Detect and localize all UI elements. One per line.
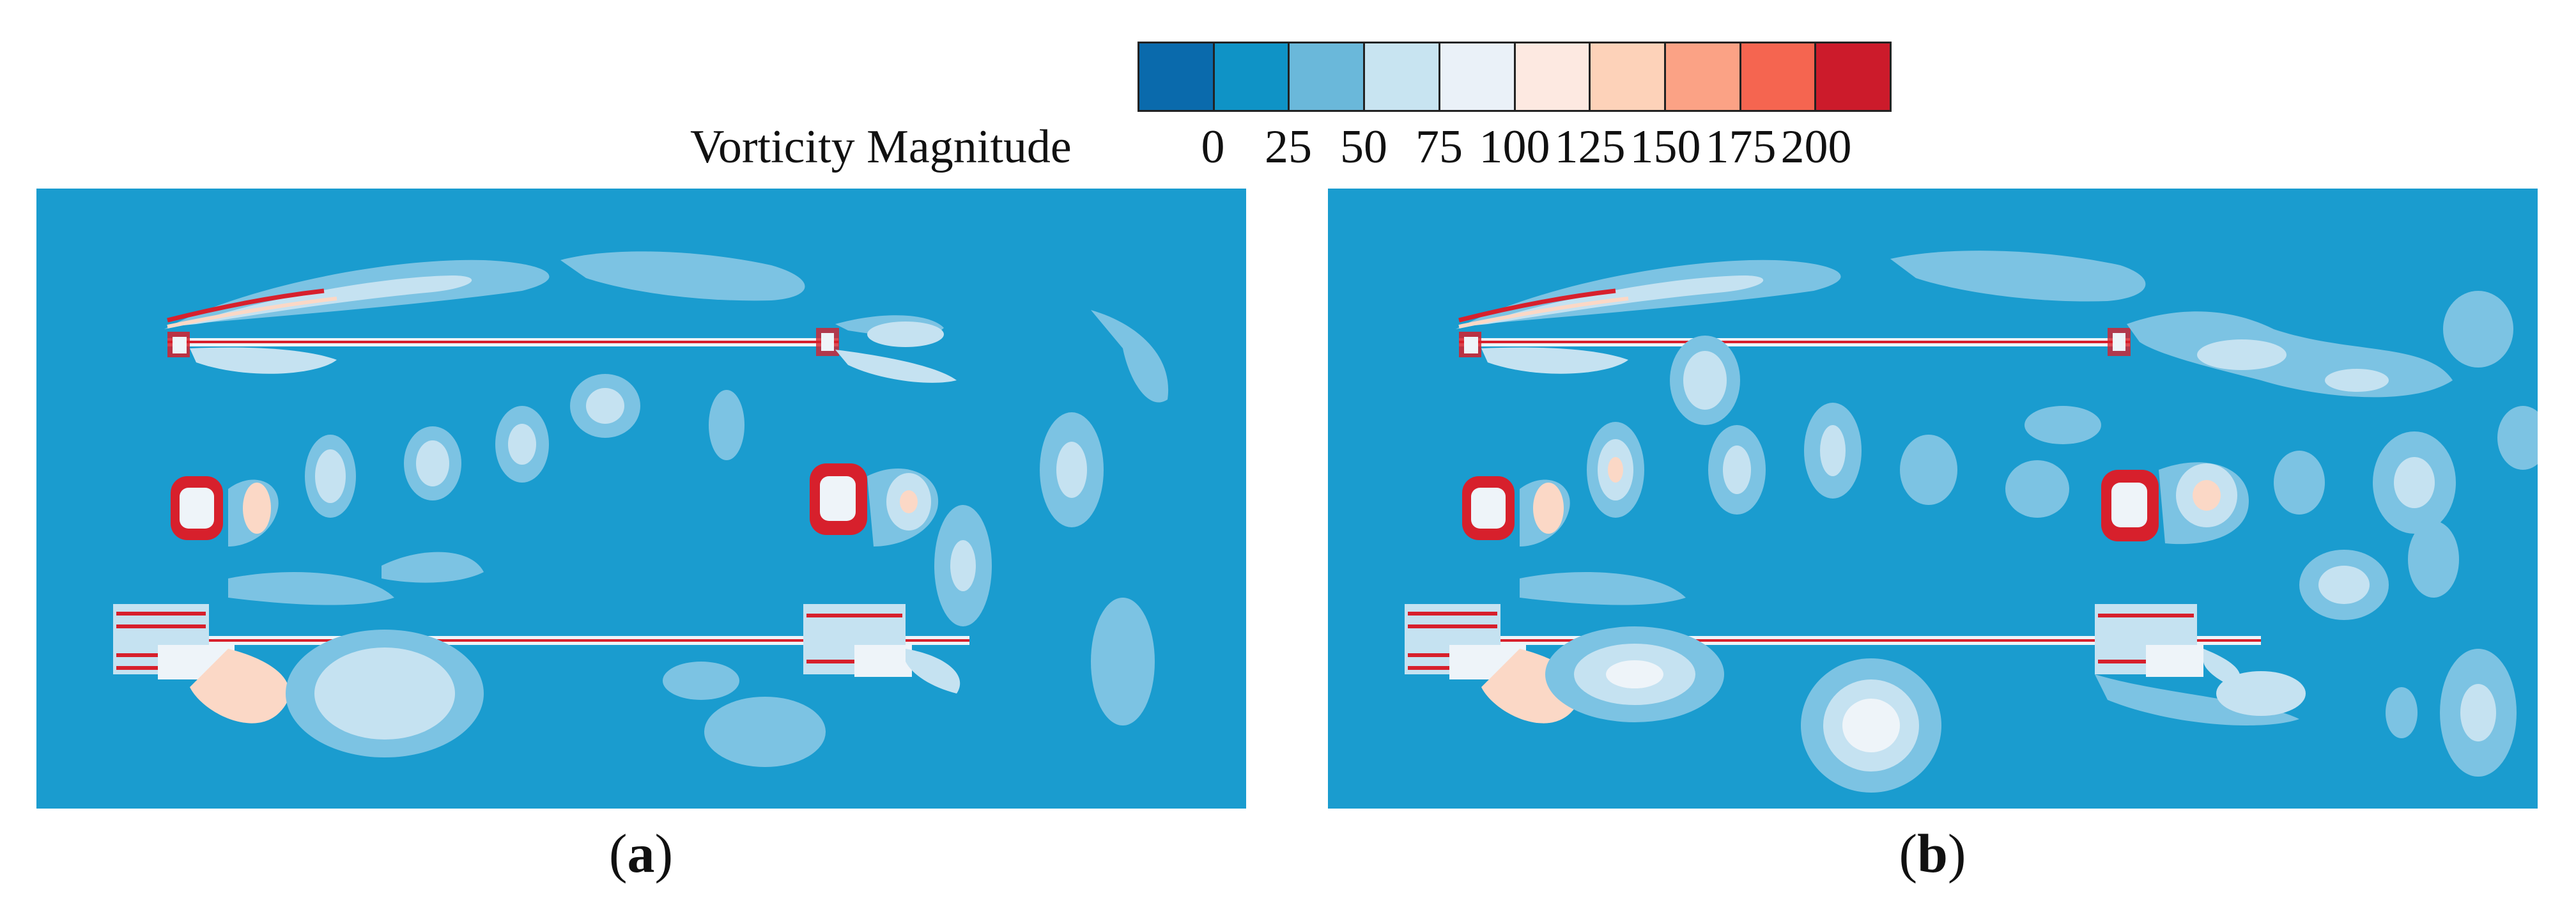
middle-right-pier-core [820,476,856,521]
colorbar-swatch-7 [1665,43,1741,110]
panel-a-caption: (a) [608,823,674,884]
vorticity-field-panel-b [1328,189,2538,809]
colorbar-swatch-8 [1741,43,1817,110]
legend-title: Vorticity Magnitude [690,121,1072,173]
colorbar-swatch-0 [1139,43,1215,110]
upper-leading-edge [1458,288,1616,323]
colorbar-swatch-5 [1515,43,1591,110]
lower-left-wake [190,649,289,724]
colorbar-swatch-3 [1365,43,1440,110]
colorbar-swatch-1 [1214,43,1290,110]
lower-eddy-a2 [704,697,826,767]
middle-left-pier-core [180,488,214,529]
colorbar-tick-label: 150 [1630,121,1701,173]
vorticity-field-panel-a [36,189,1246,809]
colorbar-tick-label: 125 [1554,121,1626,173]
upper-leading-edge-peach [167,297,337,329]
panel-a-letter: a [627,823,655,884]
vortex-a8 [1091,598,1155,725]
colorbar-tick-label: 175 [1705,121,1777,173]
colorbar [1138,42,1892,112]
colorbar-tick-label: 75 [1415,121,1463,173]
colorbar-tick-label: 25 [1265,121,1312,173]
upper-left-pier-core [173,337,187,353]
upper-right-eddy-core [867,322,944,347]
vorticity-field-a [36,189,1246,809]
colorbar-swatch-4 [1440,43,1516,110]
upper-right-pier-core [821,333,834,351]
upper-right-wake [835,350,957,383]
colorbar-tick-label: 200 [1780,121,1852,173]
colorbar-tick-label: 100 [1479,121,1550,173]
vorticity-field-b [1328,189,2538,809]
colorbar-tick-label: 50 [1340,121,1387,173]
upper-underside-wake [190,347,337,374]
panel-b-caption: (b) [1899,823,1966,884]
colorbar-swatch-6 [1591,43,1666,110]
far-wake-upper-b [2443,291,2513,368]
colorbar-swatch-9 [1816,43,1890,110]
upper-leading-edge [167,288,325,323]
colorbar-swatch-2 [1290,43,1366,110]
middle-left-wake-core [243,483,271,534]
vortex-a5 [709,390,744,460]
lower-shear-layer [228,572,394,605]
colorbar-tick-label: 0 [1201,121,1225,173]
upper-shed-eddy [1890,251,2146,302]
upper-shed-eddy [560,251,805,301]
panel-b-letter: b [1917,823,1948,884]
far-wake-upper [1091,310,1169,403]
